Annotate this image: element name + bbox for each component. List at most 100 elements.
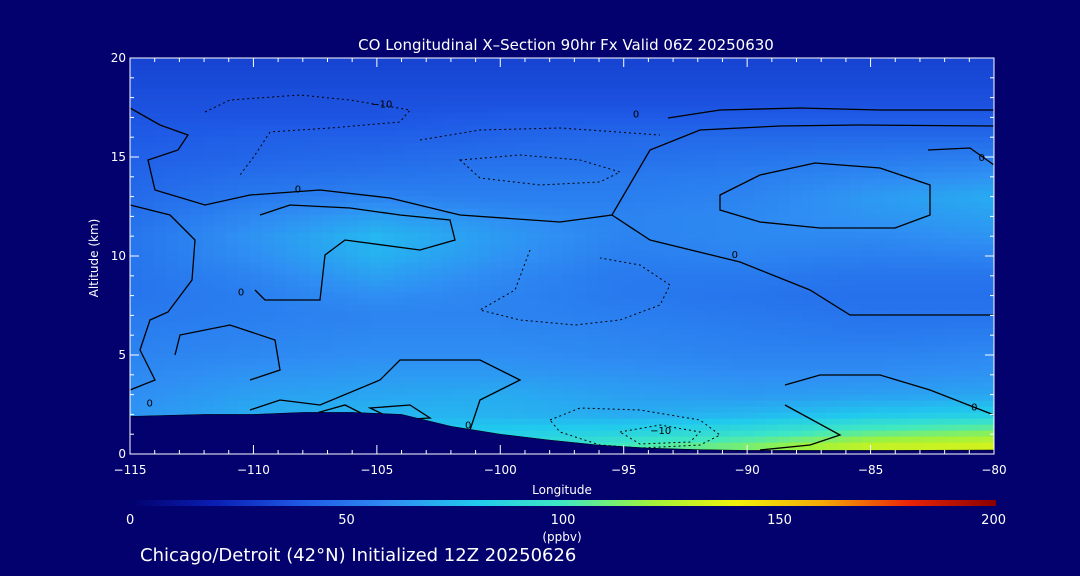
heatmap-cell <box>274 274 287 281</box>
heatmap-cell <box>802 166 815 173</box>
heatmap-cell <box>718 352 731 359</box>
heatmap-cell <box>670 346 683 353</box>
heatmap-cell <box>874 280 887 287</box>
heatmap-cell <box>382 196 395 203</box>
heatmap-cell <box>466 292 479 299</box>
heatmap-cell <box>538 244 551 251</box>
heatmap-cell <box>514 70 527 77</box>
heatmap-cell <box>598 304 611 311</box>
heatmap-cell <box>130 130 143 137</box>
heatmap-cell <box>946 58 959 65</box>
heatmap-cell <box>358 160 371 167</box>
heatmap-cell <box>514 256 527 263</box>
heatmap-cell <box>814 280 827 287</box>
heatmap-cell <box>838 196 851 203</box>
heatmap-cell <box>598 70 611 77</box>
heatmap-cell <box>202 382 215 389</box>
heatmap-cell <box>610 328 623 335</box>
heatmap-cell <box>322 118 335 125</box>
heatmap-cell <box>838 136 851 143</box>
heatmap-cell <box>658 430 671 437</box>
heatmap-cell <box>406 76 419 83</box>
heatmap-cell <box>850 280 863 287</box>
heatmap-cell <box>754 148 767 155</box>
heatmap-cell <box>394 226 407 233</box>
heatmap-cell <box>838 280 851 287</box>
heatmap-cell <box>862 412 875 419</box>
heatmap-cell <box>406 364 419 371</box>
heatmap-cell <box>646 340 659 347</box>
heatmap-cell <box>790 148 803 155</box>
heatmap-cell <box>742 400 755 407</box>
heatmap-cell <box>802 112 815 119</box>
heatmap-cell <box>442 292 455 299</box>
heatmap-cell <box>562 238 575 245</box>
heatmap-cell <box>346 124 359 131</box>
heatmap-cell <box>406 130 419 137</box>
heatmap-cell <box>418 244 431 251</box>
heatmap-cell <box>154 136 167 143</box>
heatmap-cell <box>178 280 191 287</box>
heatmap-cell <box>442 376 455 383</box>
heatmap-cell <box>946 286 959 293</box>
heatmap-cell <box>706 310 719 317</box>
heatmap-cell <box>130 178 143 185</box>
heatmap-cell <box>850 430 863 437</box>
heatmap-cell <box>430 208 443 215</box>
heatmap-cell <box>586 256 599 263</box>
heatmap-cell <box>514 94 527 101</box>
heatmap-cell <box>550 118 563 125</box>
heatmap-cell <box>502 292 515 299</box>
heatmap-cell <box>790 76 803 83</box>
heatmap-cell <box>754 214 767 221</box>
heatmap-cell <box>850 166 863 173</box>
heatmap-cell <box>946 148 959 155</box>
heatmap-cell <box>634 76 647 83</box>
heatmap-cell <box>886 430 899 437</box>
heatmap-cell <box>922 322 935 329</box>
heatmap-cell <box>670 82 683 89</box>
heatmap-cell <box>238 394 251 401</box>
heatmap-cell <box>466 88 479 95</box>
heatmap-cell <box>826 268 839 275</box>
heatmap-cell <box>562 82 575 89</box>
heatmap-cell <box>574 142 587 149</box>
heatmap-cell <box>910 94 923 101</box>
heatmap-cell <box>862 400 875 407</box>
heatmap-cell <box>250 394 263 401</box>
heatmap-cell <box>502 328 515 335</box>
heatmap-cell <box>898 424 911 431</box>
heatmap-cell <box>394 328 407 335</box>
heatmap-cell <box>442 316 455 323</box>
heatmap-cell <box>706 340 719 347</box>
heatmap-cell <box>502 226 515 233</box>
heatmap-cell <box>142 412 155 419</box>
heatmap-cell <box>766 130 779 137</box>
heatmap-cell <box>790 328 803 335</box>
heatmap-cell <box>322 340 335 347</box>
heatmap-cell <box>946 172 959 179</box>
heatmap-cell <box>586 244 599 251</box>
heatmap-cell <box>850 208 863 215</box>
heatmap-cell <box>886 64 899 71</box>
heatmap-cell <box>526 178 539 185</box>
heatmap-cell <box>754 142 767 149</box>
heatmap-cell <box>130 250 143 257</box>
heatmap-cell <box>466 334 479 341</box>
heatmap-cell <box>526 406 539 413</box>
heatmap-cell <box>514 292 527 299</box>
heatmap-cell <box>262 256 275 263</box>
heatmap-cell <box>550 406 563 413</box>
heatmap-cell <box>886 316 899 323</box>
heatmap-cell <box>958 418 971 425</box>
heatmap-cell <box>958 346 971 353</box>
heatmap-cell <box>130 70 143 77</box>
heatmap-cell <box>958 298 971 305</box>
heatmap-cell <box>538 154 551 161</box>
heatmap-cell <box>190 286 203 293</box>
heatmap-cell <box>982 106 994 113</box>
heatmap-cell <box>454 58 467 65</box>
heatmap-cell <box>406 160 419 167</box>
heatmap-cell <box>298 220 311 227</box>
contour-line <box>611 214 994 316</box>
